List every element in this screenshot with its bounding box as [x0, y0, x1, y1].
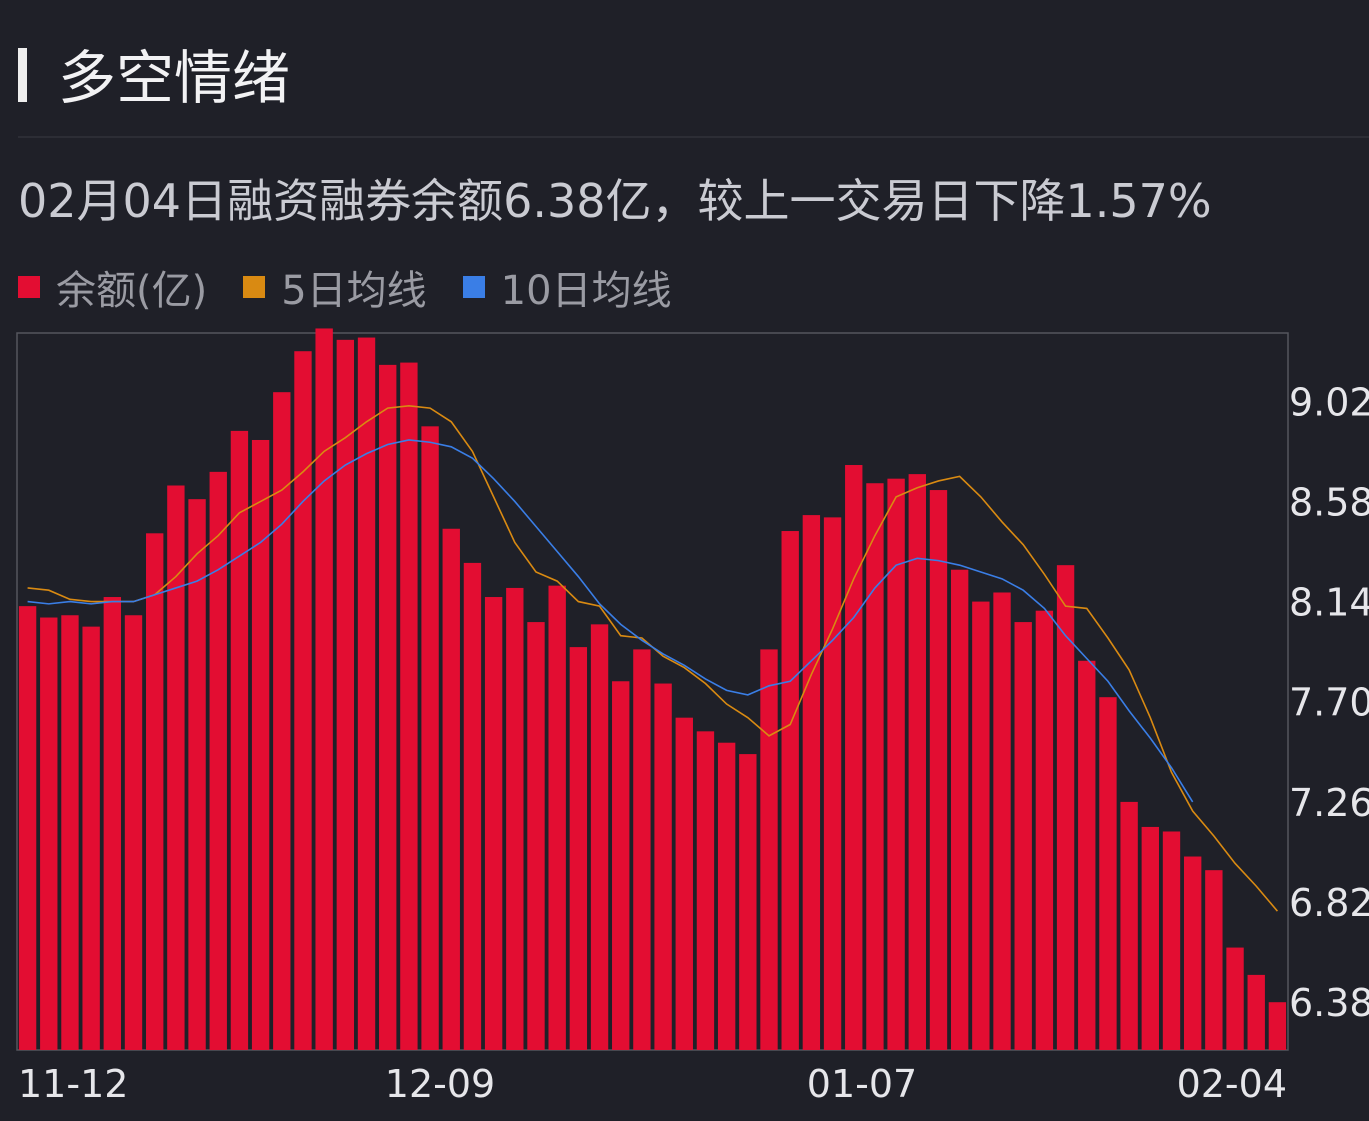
balance-bar — [273, 392, 291, 1050]
balance-bar — [823, 517, 842, 1050]
y-tick-label: 8.58 — [1289, 480, 1369, 524]
legend-item-balance: 余额(亿) — [18, 258, 207, 316]
y-tick-label: 9.02 — [1289, 380, 1369, 424]
balance-bar — [167, 485, 185, 1050]
balance-bar — [40, 617, 58, 1050]
x-tick-label: 01-07 — [807, 1062, 917, 1106]
balance-bar — [590, 624, 609, 1050]
balance-bar — [781, 531, 799, 1050]
balance-bar — [908, 474, 926, 1050]
balance-bar — [188, 499, 206, 1050]
balance-bar — [696, 731, 715, 1050]
balance-bar — [463, 562, 482, 1050]
balance-bar — [1205, 870, 1223, 1050]
balance-bar — [1014, 622, 1032, 1050]
balance-bar — [548, 585, 566, 1050]
balance-bar — [1247, 974, 1265, 1050]
x-axis-ticks: 11-12 12-09 01-07 02-04 — [18, 1062, 1287, 1106]
balance-bar — [484, 597, 503, 1050]
page-title: 多空情绪 — [58, 44, 291, 112]
y-tick-label: 6.38 — [1289, 981, 1369, 1025]
balance-bar — [887, 478, 905, 1050]
balance-bar — [1226, 947, 1244, 1050]
y-tick-label: 7.26 — [1289, 781, 1369, 825]
plot-frame — [16, 332, 1289, 1051]
balance-bar — [61, 615, 79, 1050]
x-tick-label: 11-12 — [18, 1062, 128, 1106]
balance-bar — [1162, 831, 1181, 1050]
balance-bar — [802, 515, 821, 1050]
legend-label-balance: 余额(亿) — [56, 268, 208, 314]
legend-swatch-ma5 — [243, 276, 266, 298]
balance-bar — [1268, 1002, 1287, 1050]
x-tick-label: 02-04 — [1177, 1062, 1287, 1106]
legend-swatch-ma10 — [462, 276, 485, 298]
balance-bar — [294, 351, 312, 1051]
balance-bar — [717, 742, 736, 1050]
balance-bar — [421, 426, 439, 1050]
title-accent-bar — [18, 48, 27, 102]
balance-bar — [675, 717, 693, 1050]
balance-bar — [506, 587, 524, 1050]
balance-bar — [972, 601, 990, 1050]
balance-bar — [929, 490, 948, 1050]
balance-bar — [357, 337, 376, 1050]
balance-bar — [18, 606, 37, 1050]
balance-bar — [1141, 826, 1159, 1050]
balance-bar — [1183, 856, 1202, 1050]
legend-swatch-balance — [18, 276, 40, 298]
y-axis-ticks: 9.02 8.58 8.14 7.70 7.26 6.82 6.38 — [1289, 380, 1369, 1025]
balance-bar — [209, 471, 227, 1051]
balance-bar — [633, 649, 651, 1050]
balance-bar — [124, 615, 143, 1050]
ma10-line — [27, 439, 1194, 803]
summary-text: 02月04日融资融券余额6.38亿，较上一交易日下降1.57% — [18, 174, 1212, 228]
balance-bar — [336, 339, 355, 1051]
balance-bar — [612, 681, 630, 1050]
balance-bar — [654, 683, 672, 1050]
bar-series — [18, 328, 1287, 1051]
balance-bar — [993, 592, 1011, 1050]
balance-bar — [1078, 660, 1096, 1050]
balance-bar — [1099, 697, 1117, 1050]
balance-bar — [146, 533, 164, 1050]
balance-bar — [1056, 565, 1075, 1050]
balance-bar — [527, 622, 545, 1050]
legend-label-ma5: 5日均线 — [281, 268, 427, 314]
balance-bar — [400, 362, 418, 1051]
balance-bar — [315, 328, 333, 1050]
divider — [18, 136, 1369, 138]
balance-bar — [251, 439, 270, 1051]
balance-bar — [739, 754, 757, 1050]
chart-legend: 余额(亿) 5日均线 10日均线 — [18, 262, 708, 314]
legend-label-ma10: 10日均线 — [500, 268, 672, 314]
balance-bar — [760, 649, 778, 1050]
balance-bar — [1035, 610, 1054, 1050]
y-tick-label: 6.82 — [1289, 881, 1369, 925]
balance-bar — [1120, 801, 1138, 1050]
line-series — [27, 405, 1279, 912]
balance-bar — [866, 483, 884, 1051]
balance-bar — [82, 626, 100, 1050]
legend-item-ma5: 5日均线 — [243, 258, 427, 316]
x-tick-label: 12-09 — [385, 1062, 495, 1106]
balance-bar — [845, 465, 863, 1050]
balance-bar — [230, 430, 249, 1050]
legend-item-ma10: 10日均线 — [462, 258, 672, 316]
y-tick-label: 8.14 — [1289, 581, 1369, 625]
balance-bar — [442, 528, 460, 1050]
balance-bar — [379, 364, 397, 1050]
balance-bar — [103, 597, 122, 1050]
y-tick-label: 7.70 — [1289, 681, 1369, 725]
balance-bar — [569, 647, 588, 1050]
balance-bar — [950, 569, 969, 1050]
